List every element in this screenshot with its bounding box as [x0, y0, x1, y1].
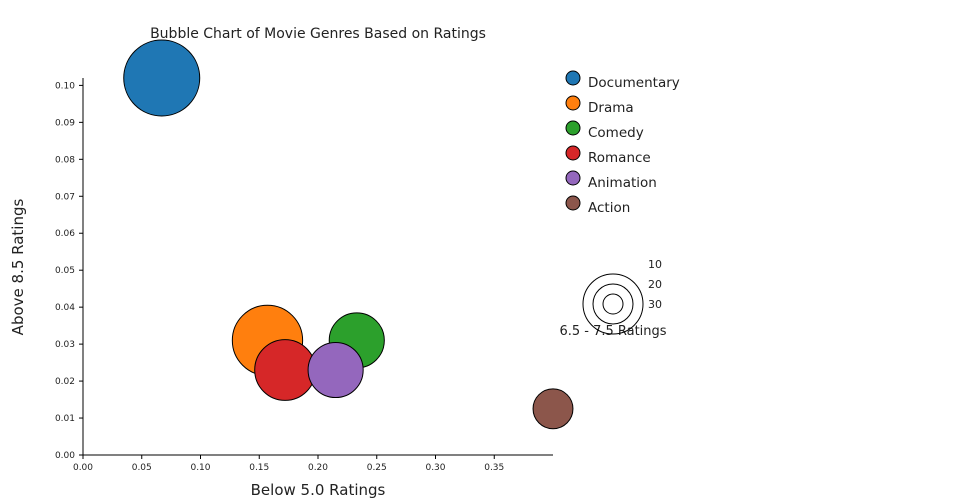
x-axis-title: Below 5.0 Ratings	[251, 481, 386, 499]
bubble-series	[123, 39, 574, 430]
legend-marker-action	[565, 195, 581, 211]
x-tick-label: 0.25	[367, 463, 387, 473]
size-legend-label: 30	[648, 298, 662, 311]
x-axis: 0.00 0.05 0.10 0.15 0.20 0.25 0.30 0.35	[73, 454, 553, 473]
x-tick-label: 0.10	[190, 463, 210, 473]
legend-marker-drama	[565, 95, 581, 111]
bubble-romance[interactable]	[254, 339, 317, 401]
y-axis: 0.00 0.01 0.02 0.03 0.04 0.05 0.06 0.07 0.08 0.09…	[55, 78, 84, 461]
y-tick-label: 0.09	[55, 118, 75, 128]
x-tick-label: 0.05	[132, 463, 152, 473]
legend-label-drama: Drama	[588, 100, 634, 116]
legend-label-romance: Romance	[588, 150, 651, 166]
legend-marker-animation	[565, 170, 581, 186]
y-tick-label: 0.04	[55, 303, 75, 313]
legend-marker-comedy	[565, 120, 581, 136]
legend-marker-romance	[565, 145, 581, 161]
legend-label-documentary: Documentary	[588, 75, 680, 91]
size-legend: 6.5 - 7.5 Ratings 10 20 30	[559, 258, 666, 339]
x-tick-label: 0.35	[484, 463, 504, 473]
legend-label-animation: Animation	[588, 175, 657, 191]
x-tick-label: 0.30	[425, 463, 445, 473]
y-tick-label: 0.06	[55, 229, 75, 239]
size-legend-circle	[592, 283, 634, 325]
size-legend-label: 20	[648, 278, 662, 291]
legend-label-comedy: Comedy	[588, 125, 644, 141]
y-tick-label: 0.05	[55, 266, 75, 276]
y-tick-label: 0.02	[55, 377, 75, 387]
size-legend-circle	[582, 273, 644, 335]
y-tick-label: 0.10	[55, 81, 75, 91]
y-tick-label: 0.01	[55, 414, 75, 424]
size-legend-title: 6.5 - 7.5 Ratings	[559, 324, 666, 339]
legend-marker-documentary	[565, 70, 581, 86]
y-tick-label: 0.00	[55, 451, 75, 461]
y-tick-label: 0.03	[55, 340, 75, 350]
size-legend-circle	[602, 293, 624, 315]
bubble-animation[interactable]	[307, 341, 364, 399]
bubble-documentary[interactable]	[123, 39, 201, 117]
bubble-action[interactable]	[532, 388, 574, 430]
chart-title: Bubble Chart of Movie Genres Based on Ra…	[150, 26, 486, 42]
y-tick-label: 0.07	[55, 192, 75, 202]
x-tick-label: 0.00	[73, 463, 93, 473]
legend-label-action: Action	[588, 200, 630, 216]
x-tick-label: 0.15	[249, 463, 269, 473]
size-legend-label: 10	[648, 258, 662, 271]
y-axis-title: Above 8.5 Ratings	[9, 199, 27, 336]
legend: Documentary Drama Comedy Romance Animation Ac…	[565, 70, 680, 216]
y-tick-label: 0.08	[55, 155, 75, 165]
x-tick-label: 0.20	[308, 463, 328, 473]
